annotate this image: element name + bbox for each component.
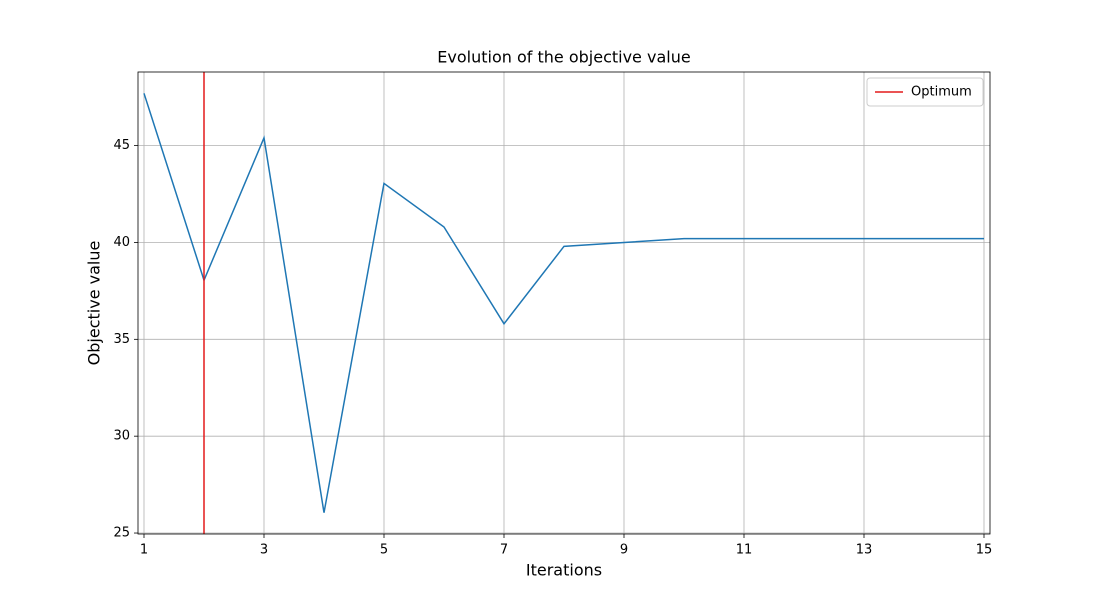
- x-tick-label: 7: [500, 543, 508, 558]
- x-tick-label: 1: [140, 543, 148, 558]
- x-tick-label: 3: [260, 543, 268, 558]
- x-tick-label: 15: [976, 543, 993, 558]
- x-tick-label: 13: [856, 543, 873, 558]
- plot-frame: [137, 71, 991, 535]
- series-line: [143, 93, 984, 513]
- y-tick-label: 35: [113, 332, 130, 347]
- x-axis-label: Iterations: [526, 561, 602, 580]
- y-tick-label: 40: [113, 235, 130, 250]
- x-tick-label: 5: [380, 543, 388, 558]
- x-tick-label: 9: [620, 543, 628, 558]
- x-tick-label: 11: [736, 543, 753, 558]
- legend-box: [866, 77, 984, 107]
- legend-label: Optimum: [911, 85, 972, 100]
- chart-title: Evolution of the objective value: [437, 48, 690, 67]
- y-tick-label: 30: [113, 429, 130, 444]
- y-tick-label: 25: [113, 526, 130, 541]
- y-tick-label: 45: [113, 138, 130, 153]
- y-axis-label: Objective value: [85, 241, 104, 366]
